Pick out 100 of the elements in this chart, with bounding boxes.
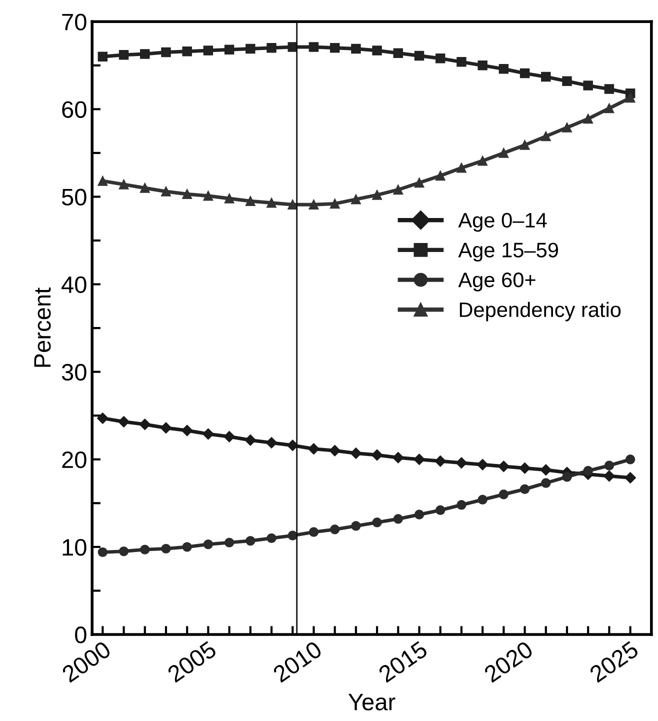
point xyxy=(288,530,298,540)
point xyxy=(98,547,108,558)
point xyxy=(246,196,256,206)
point xyxy=(604,460,614,470)
point xyxy=(540,464,552,476)
point xyxy=(541,131,551,142)
point xyxy=(266,198,276,208)
point xyxy=(498,460,510,472)
point xyxy=(478,156,488,166)
point xyxy=(436,54,446,64)
point xyxy=(224,431,235,442)
point xyxy=(330,198,340,209)
point xyxy=(414,178,424,188)
point xyxy=(434,456,446,467)
y-tick-label: 60 xyxy=(62,101,86,118)
point xyxy=(625,92,636,103)
point xyxy=(393,48,404,58)
y-tick-label: 70 xyxy=(62,14,86,30)
point xyxy=(519,462,530,474)
point xyxy=(456,162,466,173)
point xyxy=(478,494,488,505)
point xyxy=(393,514,404,524)
point xyxy=(541,72,551,82)
point xyxy=(541,478,551,488)
point xyxy=(436,505,446,516)
point xyxy=(308,200,319,210)
point xyxy=(118,546,129,556)
point xyxy=(372,518,382,528)
point xyxy=(624,472,636,484)
point xyxy=(414,510,424,520)
point xyxy=(308,42,319,52)
legend-label: Age 60+ xyxy=(458,272,536,292)
point xyxy=(182,189,192,199)
point xyxy=(392,452,404,464)
point xyxy=(287,440,298,451)
point xyxy=(583,466,593,476)
point xyxy=(246,44,256,54)
point xyxy=(583,114,593,124)
point xyxy=(498,490,509,500)
y-tick-label: 0 xyxy=(75,626,86,644)
point xyxy=(182,46,192,56)
point xyxy=(266,43,276,53)
point xyxy=(351,521,361,531)
point xyxy=(520,484,530,494)
point xyxy=(288,200,298,210)
point xyxy=(118,50,129,60)
point xyxy=(203,46,214,56)
point xyxy=(98,176,108,186)
point xyxy=(372,190,382,200)
legend-label: Dependency ratio xyxy=(460,302,621,322)
point xyxy=(476,459,488,470)
point xyxy=(330,43,340,53)
point xyxy=(414,454,425,465)
point xyxy=(224,538,234,548)
point xyxy=(160,422,172,434)
point xyxy=(456,57,466,67)
point xyxy=(161,47,171,58)
point xyxy=(351,44,361,54)
point xyxy=(118,416,130,428)
point xyxy=(224,194,234,204)
point xyxy=(266,437,278,448)
point xyxy=(161,186,171,196)
point xyxy=(478,60,488,70)
point xyxy=(140,544,150,554)
point xyxy=(604,103,614,114)
point xyxy=(97,412,108,424)
point xyxy=(414,50,424,61)
point xyxy=(498,64,509,74)
point xyxy=(520,140,530,150)
point xyxy=(520,68,530,78)
point xyxy=(224,44,234,55)
point xyxy=(140,183,150,193)
point xyxy=(562,76,572,86)
point xyxy=(308,527,319,537)
y-tick-label: 20 xyxy=(62,451,86,468)
point xyxy=(350,448,362,459)
point xyxy=(203,539,214,550)
point xyxy=(139,418,150,430)
point xyxy=(329,445,340,456)
legend-label: Age 15–59 xyxy=(458,242,558,262)
point xyxy=(436,170,446,181)
point xyxy=(330,524,340,534)
point xyxy=(372,46,382,56)
y-tick-label: 30 xyxy=(62,364,86,381)
point xyxy=(202,428,214,440)
x-axis-title: Year xyxy=(348,694,396,710)
y-tick-label: 50 xyxy=(62,188,86,206)
point xyxy=(604,84,614,94)
point xyxy=(161,544,171,554)
legend-label: Age 0–14 xyxy=(458,212,547,232)
point xyxy=(140,49,150,59)
point xyxy=(604,470,615,482)
point xyxy=(583,80,593,90)
point xyxy=(181,424,193,436)
y-tick-label: 10 xyxy=(62,539,86,556)
point xyxy=(182,542,192,552)
point xyxy=(456,457,468,468)
point xyxy=(266,533,276,544)
point xyxy=(498,148,509,158)
point xyxy=(246,536,256,546)
